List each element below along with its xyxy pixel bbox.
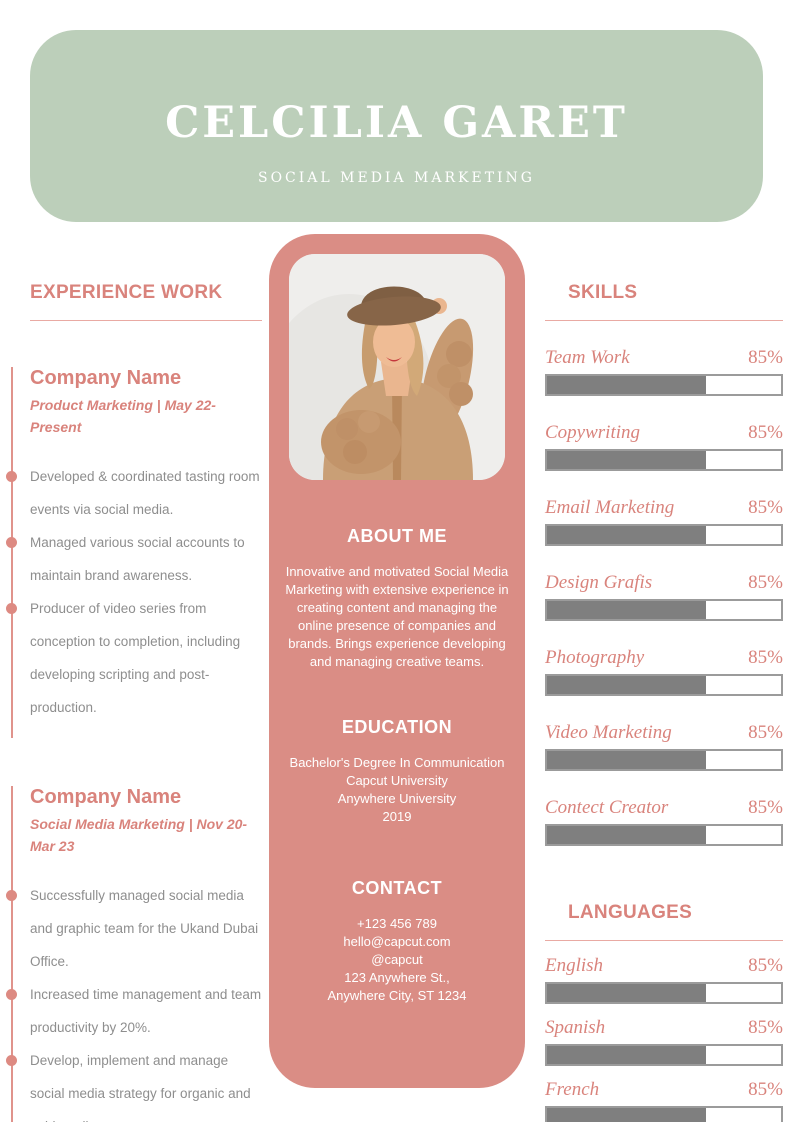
education-line: Anywhere University xyxy=(337,791,457,806)
language-label: French xyxy=(545,1079,600,1100)
skill-label: Design Grafis xyxy=(545,572,653,593)
education-line: Capcut University xyxy=(346,773,448,788)
skill-label: Contect Creator xyxy=(545,797,669,818)
timeline-line xyxy=(11,786,13,1122)
experience-section: EXPERIENCE WORK Company Name Product Mar… xyxy=(6,282,262,1122)
skill-row: Contect Creator 85% xyxy=(545,797,783,846)
language-label: English xyxy=(545,955,604,976)
skill-percent: 85% xyxy=(748,422,783,443)
job-meta: Product Marketing | May 22-Present xyxy=(30,397,216,435)
skill-label: Photography xyxy=(545,647,645,668)
skill-row: Copywriting 85% xyxy=(545,422,783,471)
skill-bar xyxy=(545,524,783,546)
skill-row: Photography 85% xyxy=(545,647,783,696)
education-section: EDUCATION Bachelor's Degree In Communica… xyxy=(269,717,525,826)
job-meta: Social Media Marketing | Nov 20-Mar 23 xyxy=(30,816,248,854)
language-bar xyxy=(545,1106,783,1122)
skill-row: Email Marketing 85% xyxy=(545,497,783,546)
person-role: SOCIAL MEDIA MARKETING xyxy=(257,170,535,186)
skill-label: Email Marketing xyxy=(545,497,675,518)
skill-label: Video Marketing xyxy=(545,722,672,743)
skill-bar-fill xyxy=(547,376,707,394)
job-entry: Company Name Social Media Marketing | No… xyxy=(6,786,262,1122)
contact-heading: CONTACT xyxy=(351,878,443,898)
skill-bar-fill xyxy=(547,676,707,694)
education-line: 2019 xyxy=(382,809,412,824)
language-bar-fill xyxy=(547,1108,707,1122)
skill-bar xyxy=(545,824,783,846)
language-bar-fill xyxy=(547,984,707,1002)
job-entry: Company Name Product Marketing | May 22-… xyxy=(6,367,262,738)
skills-heading: SKILLS xyxy=(568,282,638,303)
experience-divider xyxy=(30,320,262,321)
language-row: Spanish 85% xyxy=(545,1017,783,1066)
skill-percent: 85% xyxy=(748,722,783,743)
skill-label: Team Work xyxy=(545,347,630,368)
skills-section: SKILLS Team Work 85% Copywriting 85% Ema… xyxy=(545,282,783,1122)
job-bullet-list: Successfully managed social media and gr… xyxy=(6,879,262,1122)
education-line: Bachelor's Degree In Communication xyxy=(289,755,505,770)
contact-phone: +123 456 789 xyxy=(357,916,437,931)
languages-list: English 85% Spanish 85% French 85% xyxy=(545,955,783,1122)
portrait-photo xyxy=(289,254,505,480)
education-lines: Bachelor's Degree In Communication Capcu… xyxy=(269,754,525,826)
skill-row: Design Grafis 85% xyxy=(545,572,783,621)
job-bullet: Managed various social accounts to maint… xyxy=(6,526,262,592)
language-label: Spanish xyxy=(545,1017,606,1038)
language-bar xyxy=(545,1044,783,1066)
job-bullet: Develop, implement and manage social med… xyxy=(6,1044,262,1122)
skill-row: Team Work 85% xyxy=(545,347,783,396)
portrait-illustration xyxy=(289,254,505,480)
experience-heading: EXPERIENCE WORK xyxy=(30,282,223,303)
skill-bar xyxy=(545,599,783,621)
skill-bar xyxy=(545,374,783,396)
language-percent: 85% xyxy=(748,1079,783,1100)
timeline-line xyxy=(11,367,13,738)
skill-percent: 85% xyxy=(748,647,783,668)
contact-lines: +123 456 789 hello@capcut.com @capcut 12… xyxy=(269,915,525,1005)
job-company: Company Name xyxy=(30,367,182,389)
skill-percent: 85% xyxy=(748,347,783,368)
contact-city: Anywhere City, ST 1234 xyxy=(327,988,467,1003)
skills-divider xyxy=(545,320,783,321)
languages-heading: LANGUAGES xyxy=(568,902,693,923)
contact-email: hello@capcut.com xyxy=(343,934,451,949)
job-bullet: Producer of video series from conception… xyxy=(6,592,262,724)
job-bullet: Increased time management and team produ… xyxy=(6,978,262,1044)
profile-panel: ABOUT ME Innovative and motivated Social… xyxy=(269,234,525,1088)
skill-percent: 85% xyxy=(748,572,783,593)
job-bullet: Developed & coordinated tasting room eve… xyxy=(6,460,262,526)
language-bar xyxy=(545,982,783,1004)
language-row: English 85% xyxy=(545,955,783,1004)
language-percent: 85% xyxy=(748,955,783,976)
contact-handle: @capcut xyxy=(371,952,423,967)
contact-section: CONTACT +123 456 789 hello@capcut.com @c… xyxy=(269,878,525,1005)
header-banner: CELCILIA GARET SOCIAL MEDIA MARKETING xyxy=(30,30,763,222)
skill-percent: 85% xyxy=(748,497,783,518)
skill-bar-fill xyxy=(547,526,707,544)
skill-bar-fill xyxy=(547,826,707,844)
job-company: Company Name xyxy=(30,786,182,808)
skill-percent: 85% xyxy=(748,797,783,818)
job-bullet-list: Developed & coordinated tasting room eve… xyxy=(6,460,262,724)
education-heading: EDUCATION xyxy=(341,717,453,737)
skill-bar-fill xyxy=(547,451,707,469)
job-bullet: Successfully managed social media and gr… xyxy=(6,879,262,978)
skill-bar-fill xyxy=(547,601,707,619)
person-name: CELCILIA GARET xyxy=(165,98,628,148)
skill-bar xyxy=(545,749,783,771)
contact-street: 123 Anywhere St., xyxy=(344,970,450,985)
skill-row: Video Marketing 85% xyxy=(545,722,783,771)
skill-bar-fill xyxy=(547,751,707,769)
skill-bar xyxy=(545,449,783,471)
language-percent: 85% xyxy=(748,1017,783,1038)
about-heading: ABOUT ME xyxy=(347,526,447,546)
languages-divider xyxy=(545,940,783,941)
skill-bar xyxy=(545,674,783,696)
about-text: Innovative and motivated Social Media Ma… xyxy=(285,564,509,669)
skill-label: Copywriting xyxy=(545,422,641,443)
language-bar-fill xyxy=(547,1046,707,1064)
language-row: French 85% xyxy=(545,1079,783,1122)
about-section: ABOUT ME Innovative and motivated Social… xyxy=(269,526,525,671)
